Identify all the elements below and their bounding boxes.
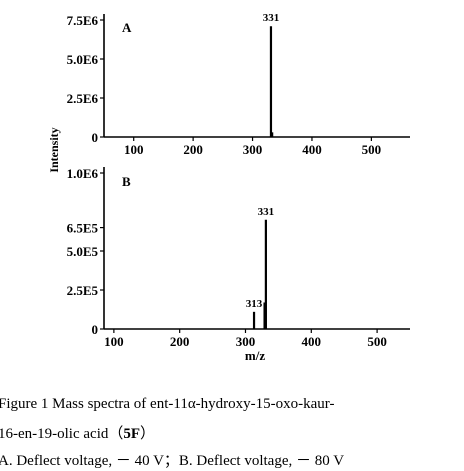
y-tick-label: 2.5E5	[67, 283, 99, 298]
x-tick-label: 200	[170, 334, 190, 349]
x-tick-label: 400	[302, 334, 322, 349]
y-axis-label: Intensity	[47, 127, 61, 172]
caption-line-1: Figure 1 Mass spectra of ent-11α-hydroxy…	[0, 396, 462, 413]
x-axis-label: m/z	[245, 348, 265, 363]
x-tick-label: 100	[124, 142, 144, 157]
y-tick-label: 5.0E5	[67, 244, 99, 259]
caption-line-2: 16-en-19-olic acid（5F）	[0, 422, 462, 443]
x-tick-label: 100	[104, 334, 124, 349]
peak-label: 331	[263, 12, 280, 24]
caption-title-text: Figure 1 Mass spectra of ent-11α-hydroxy…	[0, 396, 335, 412]
y-tick-label: 7.5E6	[67, 13, 99, 28]
caption-compound-text: 16-en-19-olic acid（	[0, 426, 124, 442]
x-tick-label: 300	[243, 142, 263, 157]
spectrum-panel-b: B 0 2.5E5 5.0E5 6.5E5 1.0E6 100 200 300 400 500 313…	[67, 166, 410, 363]
peak-label: 331	[258, 206, 275, 218]
peak-label: 313	[246, 298, 263, 310]
x-tick-label: 500	[367, 334, 387, 349]
caption-compound-id: 5F	[123, 426, 141, 442]
caption-line-3: A. Deflect voltage, － 40 V；B. Deflect vo…	[0, 449, 462, 470]
panel-label: A	[122, 20, 132, 35]
y-tick-label: 6.5E5	[67, 221, 99, 236]
caption-compound-close: ）	[140, 426, 156, 442]
x-tick-label: 500	[362, 142, 382, 157]
y-tick-label: 0	[92, 322, 99, 337]
panel-label: B	[122, 174, 131, 189]
y-tick-label: 0	[92, 130, 99, 145]
x-tick-label: 300	[236, 334, 256, 349]
caption-voltage-text: A. Deflect voltage, － 40 V；B. Deflect vo…	[0, 453, 345, 469]
x-tick-label: 400	[302, 142, 322, 157]
y-tick-label: 5.0E6	[67, 52, 99, 67]
spectrum-panel-a: A 0 2.5E6 5.0E6 7.5E6 100 200 300 400 500 331 Inten…	[47, 12, 410, 173]
y-tick-label: 2.5E6	[67, 91, 99, 106]
y-tick-label: 1.0E6	[67, 166, 99, 181]
x-tick-label: 200	[183, 142, 203, 157]
